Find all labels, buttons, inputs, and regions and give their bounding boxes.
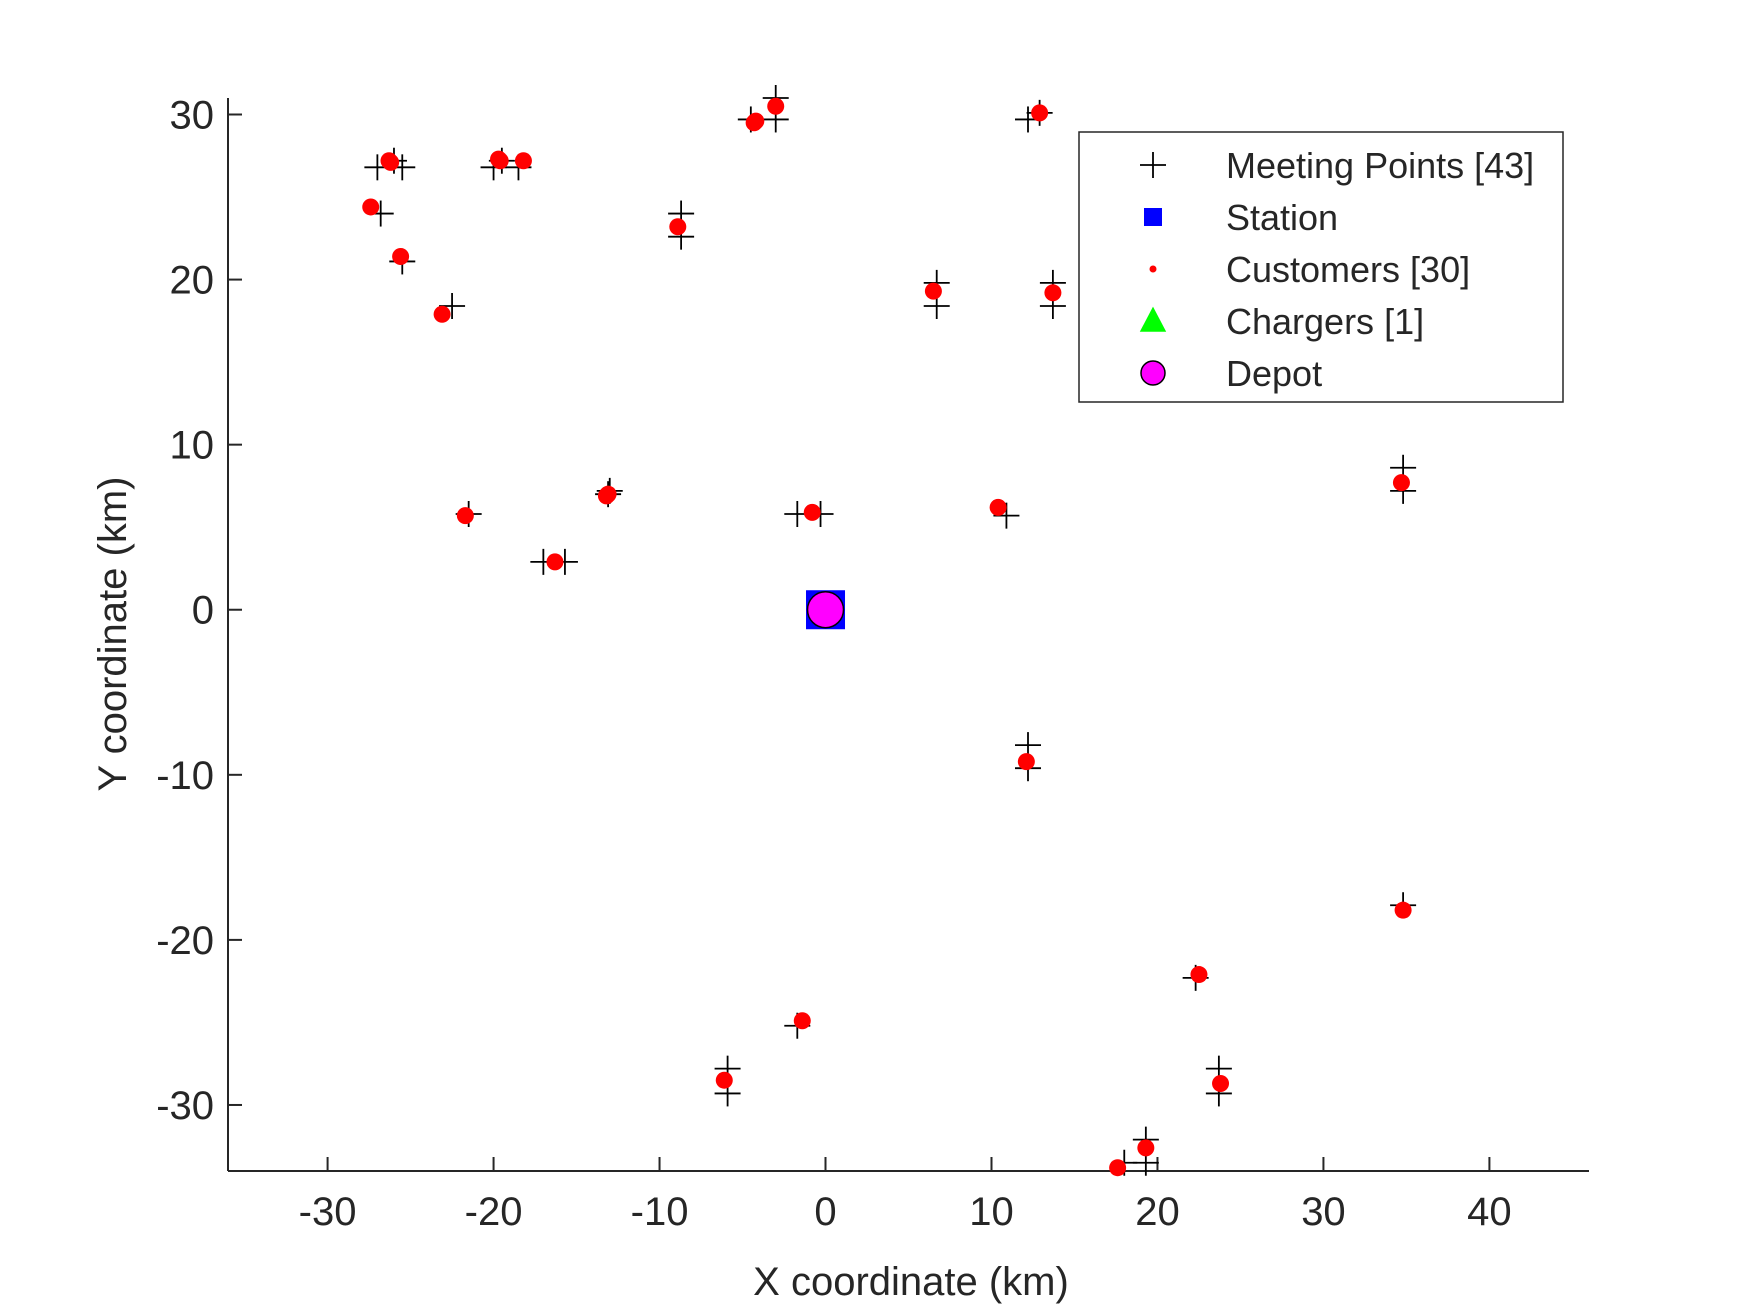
x-tick-label: -30 xyxy=(299,1190,357,1234)
legend-label: Chargers [1] xyxy=(1226,301,1424,342)
x-tick-label: 30 xyxy=(1301,1190,1346,1234)
plot-series xyxy=(362,85,1417,1177)
y-tick-label: -20 xyxy=(156,919,214,963)
y-tick-label: 10 xyxy=(170,424,215,468)
x-tick-label: 40 xyxy=(1467,1190,1512,1234)
customers-point xyxy=(1392,474,1410,492)
legend-marker-meeting xyxy=(1140,152,1166,178)
customers-point xyxy=(669,218,687,236)
customers-point xyxy=(803,503,821,521)
x-tick-label: 20 xyxy=(1135,1190,1180,1234)
legend-item: Depot xyxy=(1140,353,1322,394)
y-tick-label: 20 xyxy=(170,259,215,303)
legend-marker-depot xyxy=(1140,360,1166,386)
y-tick-label: 0 xyxy=(192,589,214,633)
axes: -30 -20 -10 0 10 20 30 40 -30 -20 -10 0 10 20 30 xyxy=(156,94,1589,1234)
customers-point xyxy=(1190,966,1208,984)
y-tick-label: -10 xyxy=(156,754,214,798)
customers-point xyxy=(1044,284,1062,302)
legend-label: Station xyxy=(1226,197,1338,238)
customers-point xyxy=(1109,1159,1127,1177)
customers-point xyxy=(924,282,942,300)
legend-item: Station xyxy=(1144,197,1338,238)
legend-label: Meeting Points [43] xyxy=(1226,145,1534,186)
legend: Meeting Points [43] Station Customers [30]… xyxy=(1078,131,1564,403)
x-axis-label: X coordinate (km) xyxy=(753,1260,1069,1304)
legend-marker-station xyxy=(1144,208,1162,226)
legend-label: Customers [30] xyxy=(1226,249,1470,290)
customers-point xyxy=(1031,104,1049,122)
customers-point xyxy=(715,1071,733,1089)
legend-box xyxy=(1078,131,1564,403)
customers-point xyxy=(382,153,400,171)
customers-point xyxy=(747,112,765,130)
customers-point xyxy=(1017,753,1035,771)
customers-point xyxy=(1394,901,1412,919)
x-tick-label: -10 xyxy=(631,1190,689,1234)
customers-point xyxy=(546,553,564,571)
x-tick-label: -20 xyxy=(465,1190,523,1234)
customers-point xyxy=(597,487,615,505)
legend-marker-chargers xyxy=(1139,306,1167,332)
y-axis-label: Y coordinate (km) xyxy=(91,477,135,792)
y-tick-label: -30 xyxy=(156,1084,214,1128)
customers-point xyxy=(1212,1075,1230,1093)
customers-point xyxy=(456,507,474,525)
series-depot xyxy=(806,590,845,629)
legend-item: Customers [30] xyxy=(1149,249,1470,290)
customers-point xyxy=(433,305,451,323)
customers-point xyxy=(490,150,508,168)
legend-marker-customers xyxy=(1149,265,1157,273)
legend-item: Chargers [1] xyxy=(1139,301,1424,342)
customers-point xyxy=(989,498,1007,516)
customers-point xyxy=(514,152,532,170)
customers-point xyxy=(767,97,785,115)
x-tick-label: 10 xyxy=(969,1190,1014,1234)
depot-point xyxy=(806,590,845,629)
series-customers xyxy=(362,97,1412,1177)
customers-point xyxy=(793,1012,811,1030)
y-tick-label: 30 xyxy=(170,94,215,138)
customers-point xyxy=(392,247,410,265)
x-tick-label: 0 xyxy=(814,1190,836,1234)
legend-label: Depot xyxy=(1226,353,1322,394)
customers-point xyxy=(362,198,380,216)
customers-point xyxy=(1137,1139,1155,1157)
legend-item: Meeting Points [43] xyxy=(1140,145,1534,186)
